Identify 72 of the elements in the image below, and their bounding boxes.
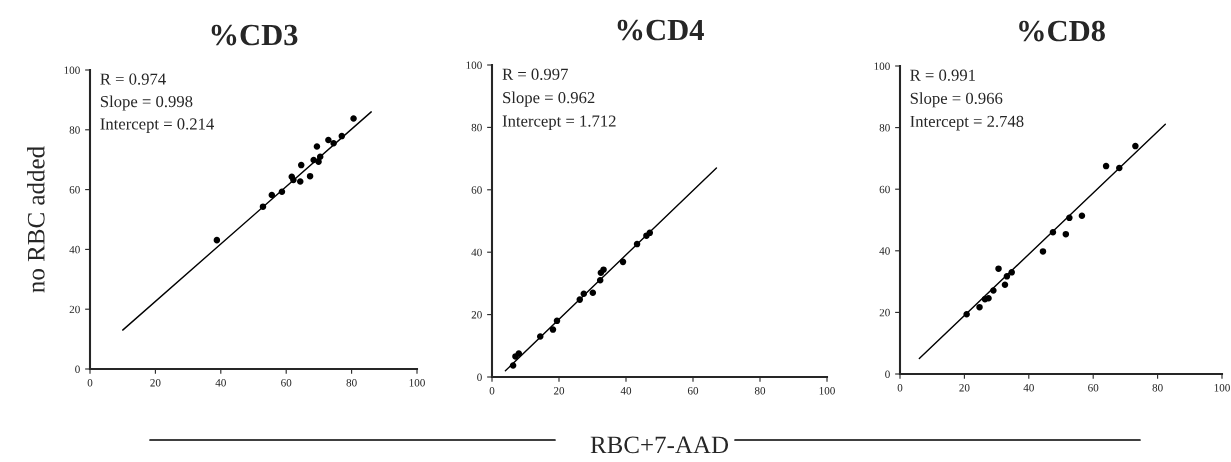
point bbox=[297, 178, 304, 185]
y-tick-label: 100 bbox=[64, 66, 80, 74]
y-tick-label: 100 bbox=[466, 61, 482, 69]
y-tick-label: 60 bbox=[471, 186, 482, 194]
y-axis-title: no RBC added bbox=[27, 146, 45, 293]
x-tick-label: 0 bbox=[87, 379, 93, 387]
x-tick-label: 40 bbox=[620, 387, 632, 395]
x-tick-label: 20 bbox=[553, 387, 565, 395]
point bbox=[1039, 248, 1047, 255]
annotation: R = 0.991 bbox=[910, 69, 976, 81]
point bbox=[1132, 142, 1139, 150]
annotation: Slope = 0.966 bbox=[910, 92, 1003, 108]
annotation: Intercept = 1.712 bbox=[502, 115, 616, 131]
point bbox=[600, 266, 607, 273]
x-tick-label: 60 bbox=[1088, 384, 1099, 392]
annotation: Slope = 0.998 bbox=[100, 95, 193, 111]
x-tick-label: 0 bbox=[489, 387, 495, 395]
y-tick-label: 40 bbox=[471, 248, 482, 257]
y-tick-label: 20 bbox=[69, 305, 80, 314]
x-tick-label: 40 bbox=[215, 379, 226, 387]
point bbox=[213, 236, 221, 244]
y-tick-label: 40 bbox=[69, 245, 80, 254]
annotation: Intercept = 2.748 bbox=[910, 115, 1024, 131]
annotation: Intercept = 0.214 bbox=[100, 118, 214, 133]
point bbox=[549, 326, 557, 333]
chart-title: %CD3 bbox=[211, 24, 298, 46]
point bbox=[976, 303, 983, 311]
point bbox=[297, 161, 305, 169]
point bbox=[985, 294, 992, 302]
point bbox=[325, 136, 332, 144]
point bbox=[995, 265, 1002, 272]
y-tick-label: 80 bbox=[879, 124, 890, 132]
point bbox=[306, 172, 314, 180]
y-tick-label: 40 bbox=[879, 247, 890, 255]
x-tick-label: 20 bbox=[959, 384, 970, 392]
y-tick-label: 0 bbox=[75, 365, 80, 373]
y-tick-label: 20 bbox=[879, 308, 890, 317]
x-tick-label: 80 bbox=[1152, 384, 1163, 392]
x-axis-title: RBC+7-AAD bbox=[590, 436, 729, 454]
annotation: R = 0.997 bbox=[502, 68, 568, 80]
x-tick-label: 20 bbox=[150, 379, 161, 387]
point bbox=[619, 258, 627, 266]
point bbox=[1001, 281, 1009, 288]
point bbox=[515, 350, 523, 357]
x-tick-label: 60 bbox=[281, 379, 292, 387]
y-tick-label: 60 bbox=[879, 185, 890, 194]
point bbox=[350, 115, 357, 122]
y-tick-label: 20 bbox=[471, 311, 482, 319]
point bbox=[589, 289, 597, 297]
x-tick-label: 100 bbox=[409, 379, 425, 387]
point bbox=[313, 143, 321, 150]
point bbox=[268, 191, 276, 199]
x-tick-label: 80 bbox=[754, 387, 766, 395]
x-tick-label: 100 bbox=[819, 387, 835, 395]
y-tick-label: 80 bbox=[471, 123, 482, 132]
x-tick-label: 80 bbox=[346, 379, 357, 387]
point bbox=[1078, 212, 1086, 219]
x-tick-label: 100 bbox=[1214, 384, 1230, 392]
y-tick-label: 0 bbox=[477, 373, 482, 381]
y-tick-label: 0 bbox=[885, 370, 890, 378]
y-tick-label: 80 bbox=[69, 126, 80, 134]
annotation: Slope = 0.962 bbox=[503, 91, 595, 107]
chart-title: %CD8 bbox=[1019, 20, 1105, 42]
x-tick-label: 0 bbox=[897, 384, 903, 392]
point bbox=[1062, 230, 1070, 238]
chart-title: %CD4 bbox=[617, 19, 704, 41]
y-tick-label: 100 bbox=[874, 62, 890, 70]
x-tick-label: 60 bbox=[687, 387, 699, 395]
x-tick-label: 40 bbox=[1023, 384, 1034, 392]
y-tick-label: 60 bbox=[69, 186, 80, 194]
point bbox=[1102, 162, 1110, 170]
annotation: R = 0.974 bbox=[100, 73, 166, 85]
